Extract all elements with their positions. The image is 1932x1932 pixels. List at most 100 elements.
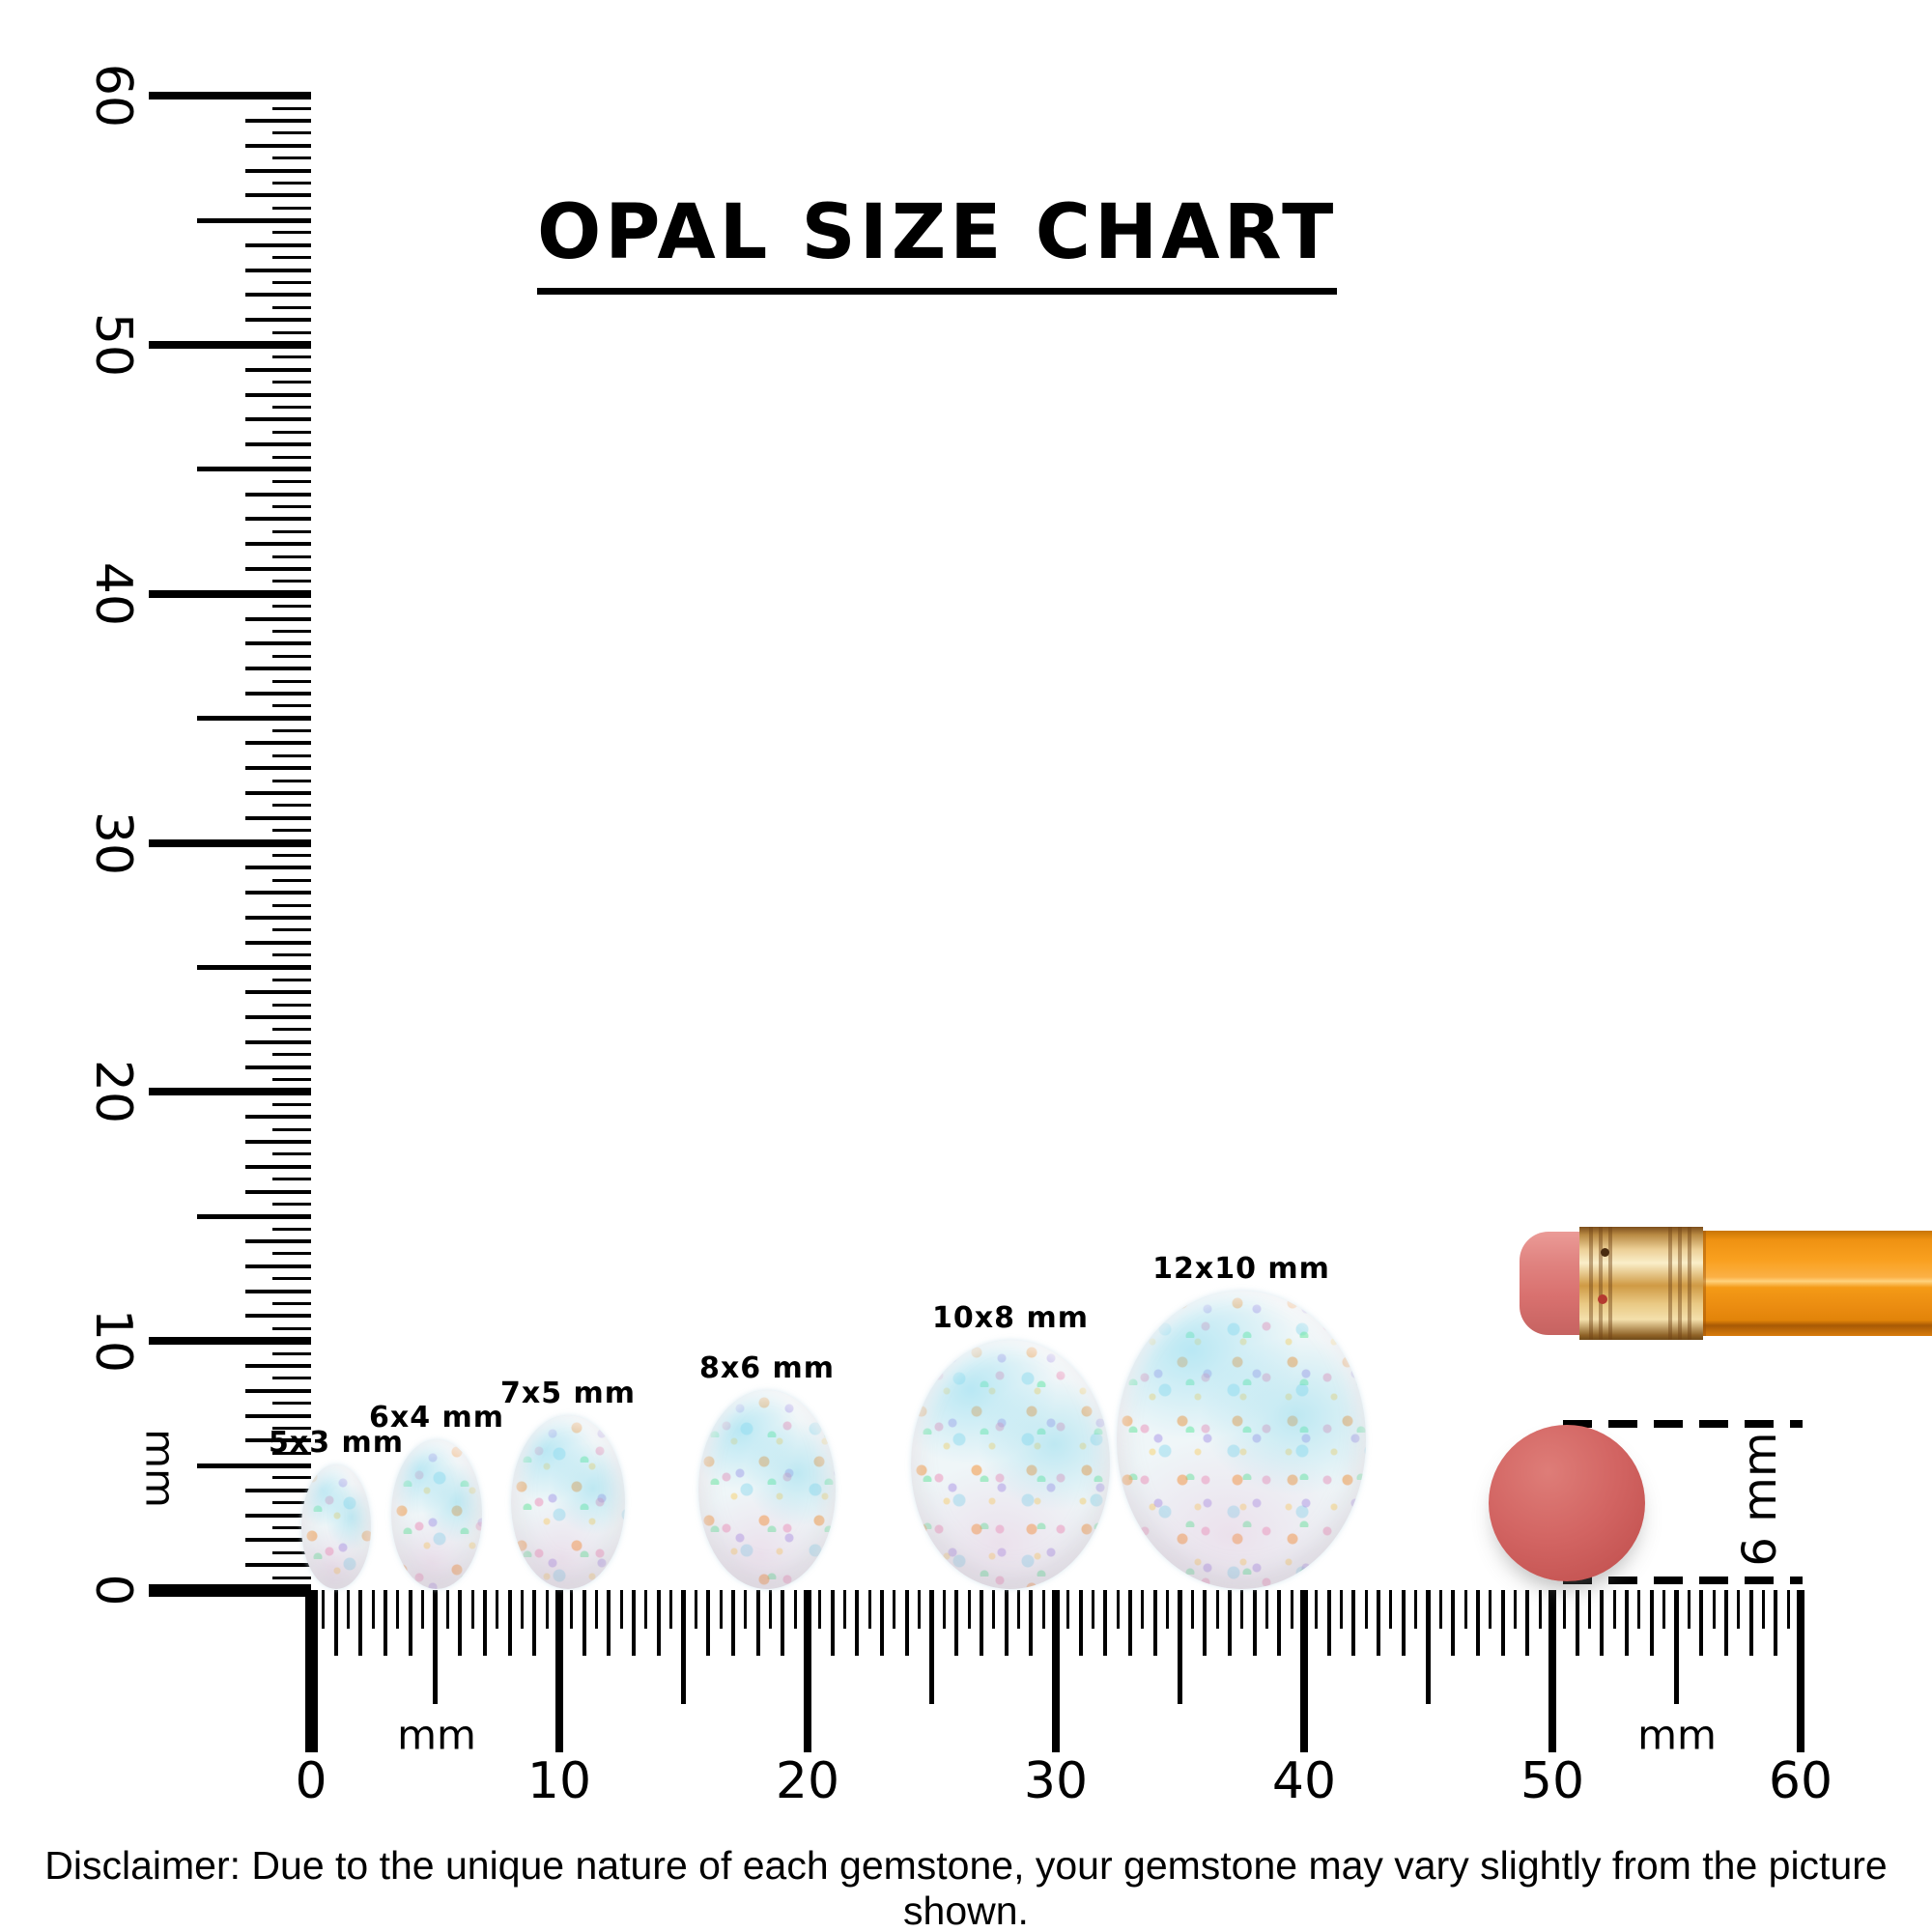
horizontal-ruler-tick: [458, 1590, 463, 1656]
page-title: OPAL SIZE CHART: [537, 189, 1338, 295]
horizontal-ruler-tick: [1612, 1590, 1616, 1629]
vertical-ruler-tick: [245, 990, 311, 995]
horizontal-ruler-tick: [619, 1590, 623, 1629]
vertical-ruler-tick: [245, 1139, 311, 1144]
vertical-ruler-number: 20: [84, 1060, 142, 1124]
vertical-ruler-tick: [245, 193, 311, 198]
vertical-ruler-tick: [272, 231, 311, 235]
horizontal-ruler-tick: [755, 1590, 760, 1656]
horizontal-ruler-number: 20: [775, 1752, 840, 1810]
horizontal-ruler-tick: [470, 1590, 474, 1629]
horizontal-ruler-tick: [582, 1590, 586, 1656]
vertical-ruler-tick: [272, 1302, 311, 1306]
vertical-ruler-tick: [245, 1115, 311, 1120]
horizontal-ruler-tick: [1525, 1590, 1530, 1656]
vertical-ruler-tick: [272, 381, 311, 384]
vertical-ruler-tick: [272, 878, 311, 882]
horizontal-ruler-tick: [545, 1590, 549, 1629]
opal-12x10mm: [1117, 1291, 1366, 1589]
vertical-ruler-tick: [245, 1264, 311, 1268]
horizontal-ruler-tick: [532, 1590, 537, 1656]
opal-size-label: 7x5 mm: [499, 1377, 637, 1410]
pencil-eraser-tip: [1520, 1232, 1581, 1335]
eraser-diameter-label: 6 mm: [1733, 1432, 1787, 1567]
horizontal-ruler-tick: [1277, 1590, 1282, 1656]
vertical-ruler-tick: [272, 156, 311, 160]
horizontal-ruler-tick: [1475, 1590, 1480, 1656]
vertical-ruler-tick: [272, 206, 311, 210]
horizontal-ruler-tick: [433, 1590, 438, 1704]
horizontal-ruler-tick: [1637, 1590, 1641, 1629]
opal-10x8mm: [911, 1340, 1110, 1589]
horizontal-ruler-tick: [1103, 1590, 1108, 1656]
horizontal-ruler-tick: [595, 1590, 599, 1629]
vertical-ruler-tick: [272, 804, 311, 808]
horizontal-ruler-tick: [644, 1590, 648, 1629]
vertical-ruler-number: 0: [84, 1574, 142, 1606]
opal-5x3mm: [301, 1464, 371, 1589]
ferrule-ridges: [1662, 1227, 1695, 1340]
horizontal-ruler-tick: [1203, 1590, 1208, 1656]
vertical-ruler-tick: [272, 1451, 311, 1455]
horizontal-ruler-tick: [555, 1590, 563, 1752]
opal-size-label: 10x8 mm: [932, 1301, 1089, 1335]
vertical-ruler-tick: [197, 1213, 311, 1219]
ferrule-crimp-dot: [1598, 1294, 1607, 1304]
vertical-ruler-tick: [272, 1526, 311, 1530]
vertical-ruler-tick: [272, 1402, 311, 1406]
horizontal-ruler-tick: [1066, 1590, 1070, 1629]
horizontal-ruler-tick: [804, 1590, 811, 1752]
vertical-ruler-tick: [272, 1326, 311, 1330]
horizontal-ruler-tick: [1377, 1590, 1381, 1656]
horizontal-ruler-tick: [867, 1590, 871, 1629]
vertical-ruler-tick: [272, 430, 311, 434]
horizontal-ruler-tick: [1016, 1590, 1020, 1629]
horizontal-ruler-tick: [1463, 1590, 1467, 1629]
vertical-ruler-tick: [197, 716, 311, 722]
pencil-body: [1703, 1231, 1932, 1336]
vertical-ruler-tick: [149, 92, 311, 100]
vertical-ruler-tick: [272, 1227, 311, 1231]
horizontal-ruler-tick: [1300, 1590, 1308, 1752]
horizontal-ruler-tick: [396, 1590, 400, 1629]
horizontal-ruler-tick: [1290, 1590, 1293, 1629]
vertical-ruler-tick: [245, 1164, 311, 1169]
opal-7x5mm: [511, 1415, 625, 1589]
horizontal-ruler-tick: [1240, 1590, 1244, 1629]
vertical-ruler-tick: [245, 1538, 311, 1543]
horizontal-ruler-tick: [1489, 1590, 1492, 1629]
horizontal-ruler-tick: [1052, 1590, 1060, 1752]
vertical-ruler-number: 60: [84, 64, 142, 128]
vertical-ruler-tick: [272, 1102, 311, 1106]
vertical-ruler-tick: [245, 168, 311, 173]
vertical-ruler-tick: [272, 1476, 311, 1480]
horizontal-ruler-tick: [669, 1590, 673, 1629]
vertical-ruler-tick: [245, 940, 311, 945]
horizontal-ruler-tick: [1662, 1590, 1666, 1629]
eraser-top-view: [1489, 1425, 1645, 1581]
vertical-ruler-tick: [272, 1152, 311, 1156]
horizontal-ruler-tick: [1178, 1590, 1182, 1704]
vertical-ruler-tick: [272, 1078, 311, 1081]
vertical-ruler-tick: [245, 143, 311, 148]
opal-8x6mm: [698, 1390, 836, 1589]
horizontal-ruler-tick: [1315, 1590, 1319, 1629]
vertical-ruler-tick: [272, 529, 311, 533]
pencil: [1520, 1227, 1932, 1340]
horizontal-ruler-tick: [1215, 1590, 1219, 1629]
vertical-ruler-tick: [245, 1513, 311, 1518]
horizontal-ruler-tick: [706, 1590, 711, 1656]
horizontal-ruler-tick: [520, 1590, 524, 1629]
vertical-ruler-tick: [245, 1363, 311, 1368]
vertical-ruler-tick: [245, 667, 311, 671]
vertical-ruler-tick: [245, 815, 311, 820]
vertical-ruler-tick: [245, 1388, 311, 1393]
vertical-ruler-tick: [245, 118, 311, 123]
horizontal-ruler-tick: [1575, 1590, 1579, 1656]
vertical-ruler-tick: [245, 741, 311, 746]
vertical-ruler-tick: [245, 442, 311, 447]
horizontal-ruler-tick: [1774, 1590, 1778, 1656]
pencil-ferrule: [1579, 1227, 1703, 1340]
horizontal-ruler-tick: [918, 1590, 922, 1629]
horizontal-ruler-tick: [384, 1590, 388, 1656]
